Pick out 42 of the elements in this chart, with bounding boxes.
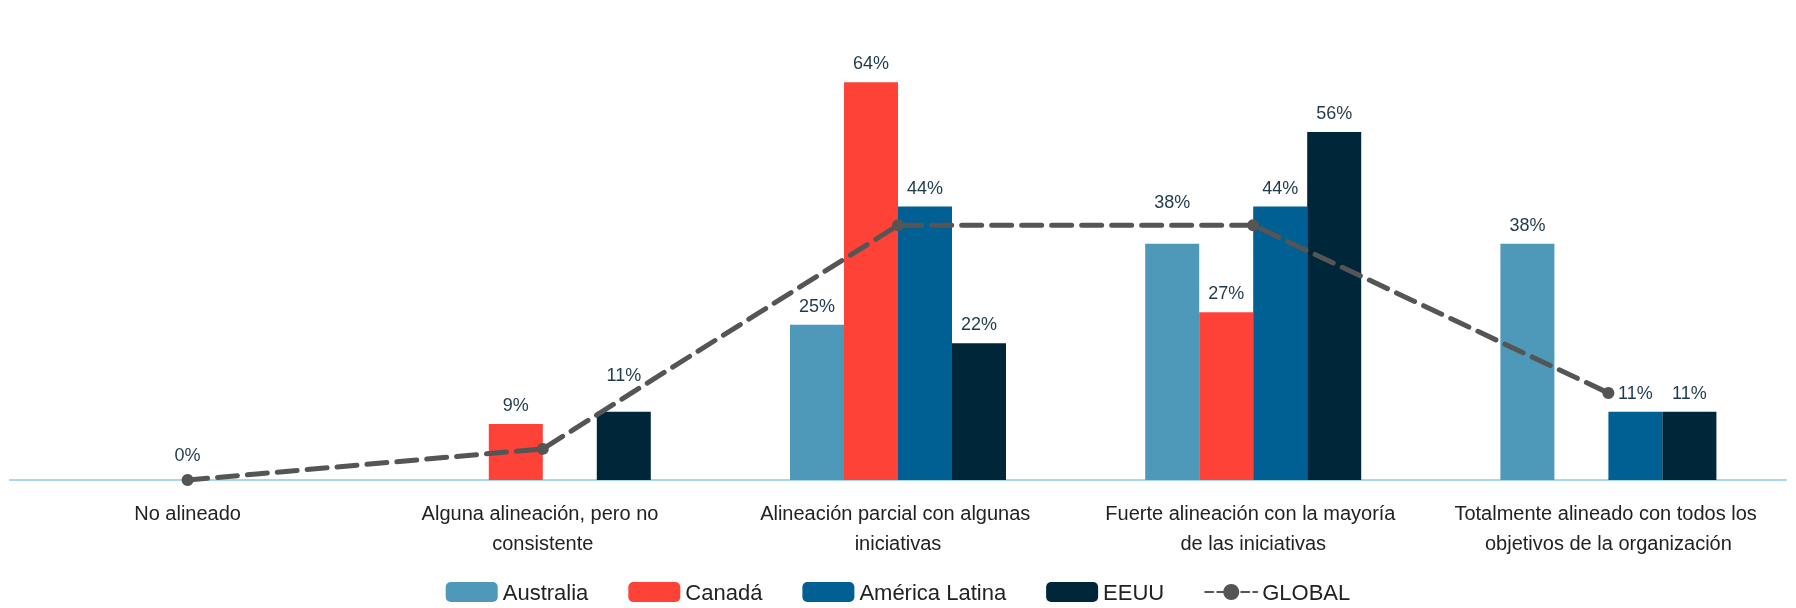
data-label: 38%	[1509, 214, 1546, 235]
data-label: 22%	[960, 314, 998, 335]
x-tick-label: Totalmente alineado con todos los objetivos de la organización	[1454, 502, 1763, 554]
point	[181, 474, 194, 486]
x-tick-label: Alineación parcial con algunas iniciativas	[760, 502, 1036, 554]
data-label: 44%	[906, 177, 944, 198]
x-tick-label: Alguna alineación, pero no consistente	[421, 502, 664, 554]
bar	[1307, 132, 1362, 480]
legend-label: EEUU	[1103, 579, 1165, 605]
data-label: 27%	[1208, 283, 1245, 304]
legend-label: Australia	[502, 579, 590, 605]
data-label: 11%	[606, 364, 642, 385]
bar	[844, 82, 898, 480]
bar	[1662, 411, 1717, 480]
point	[1247, 219, 1260, 232]
x-tick-label: No alineado	[134, 502, 241, 524]
data-label: 56%	[1316, 103, 1353, 123]
point	[536, 442, 549, 455]
bar	[1145, 243, 1200, 480]
bar	[1608, 411, 1663, 480]
bar	[952, 343, 1006, 480]
bar	[1199, 312, 1254, 480]
legend-label: América Latina	[859, 579, 1007, 605]
data-label: 38%	[1154, 192, 1191, 213]
x-tick-label: Fuerte alineación con la mayoría de las iniciativas	[1105, 502, 1402, 554]
data-label: 9%	[502, 395, 529, 416]
data-label: 11%	[1618, 382, 1653, 403]
legend-label: GLOBAL	[1262, 579, 1351, 605]
bar	[1253, 206, 1308, 480]
bar	[488, 424, 543, 480]
data-label: 25%	[798, 295, 836, 316]
data-label: 64%	[852, 53, 890, 74]
bar	[790, 324, 844, 480]
data-label: 0%	[174, 445, 201, 465]
data-label: 11%	[1672, 382, 1707, 403]
point	[1602, 387, 1615, 399]
point	[892, 219, 904, 232]
data-label: 44%	[1262, 177, 1299, 198]
legend-label: Canadá	[685, 579, 764, 605]
bar	[898, 206, 952, 480]
bar	[596, 411, 651, 480]
bar	[1500, 243, 1555, 480]
